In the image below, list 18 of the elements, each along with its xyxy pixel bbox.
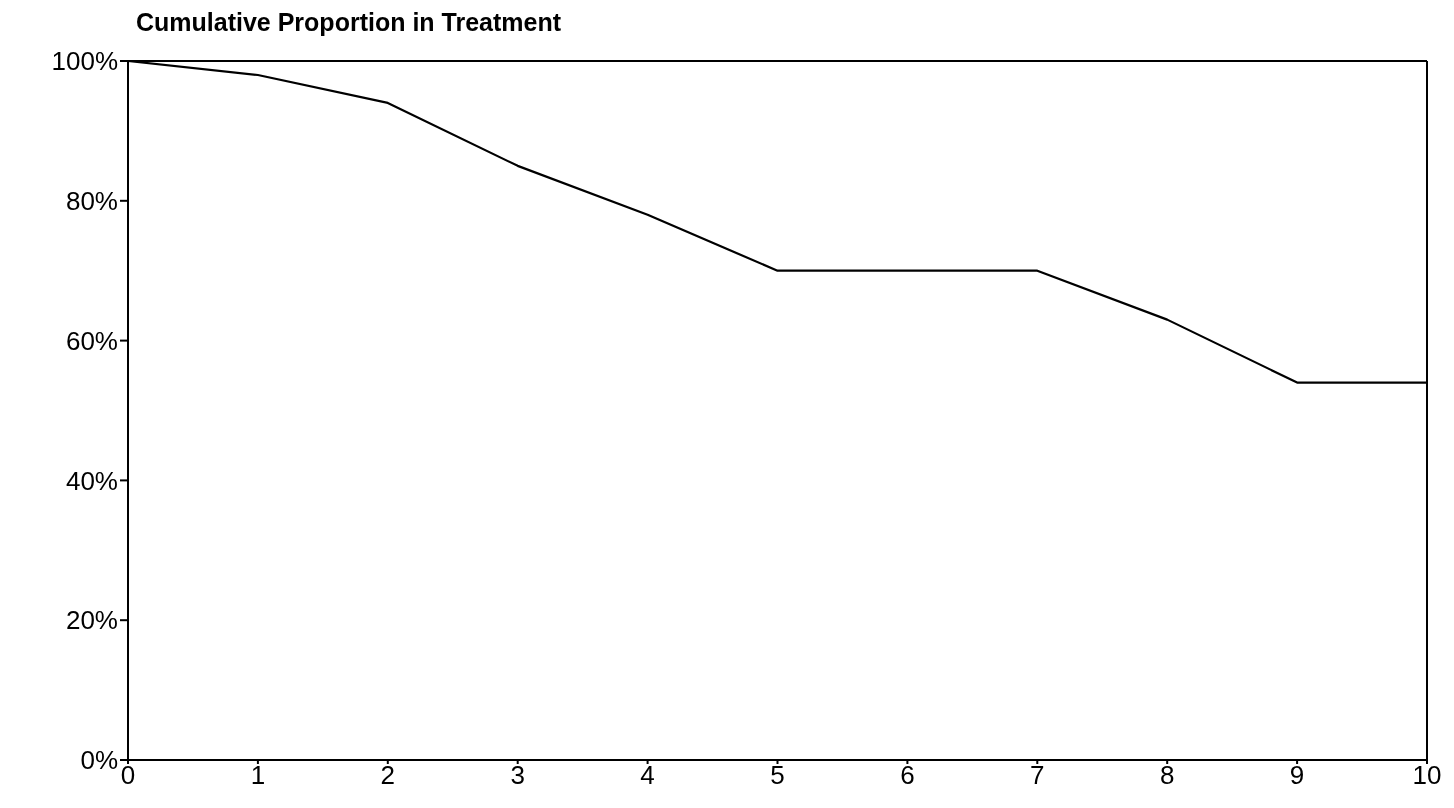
x-tick-label: 2	[380, 760, 396, 791]
y-tick-label: 0%	[80, 745, 118, 776]
y-tick-label: 80%	[65, 186, 118, 217]
x-tick-label: 9	[1289, 760, 1305, 791]
chart-title: Cumulative Proportion in Treatment	[136, 8, 562, 37]
x-tick-label: 1	[250, 760, 266, 791]
y-tick-label: 40%	[65, 465, 118, 496]
y-tick-label: 100%	[51, 46, 118, 77]
x-tick-label: 8	[1159, 760, 1175, 791]
x-tick-label: 6	[900, 760, 915, 791]
x-tick-label: 4	[640, 760, 655, 791]
x-tick-label: 10	[1412, 760, 1442, 791]
x-tick-label: 7	[1030, 760, 1045, 791]
x-tick-label: 5	[770, 760, 785, 791]
y-tick-label: 20%	[65, 605, 118, 636]
y-tick-label: 60%	[65, 325, 118, 356]
x-tick-label: 0	[120, 760, 136, 791]
x-tick-label: 3	[510, 760, 525, 791]
